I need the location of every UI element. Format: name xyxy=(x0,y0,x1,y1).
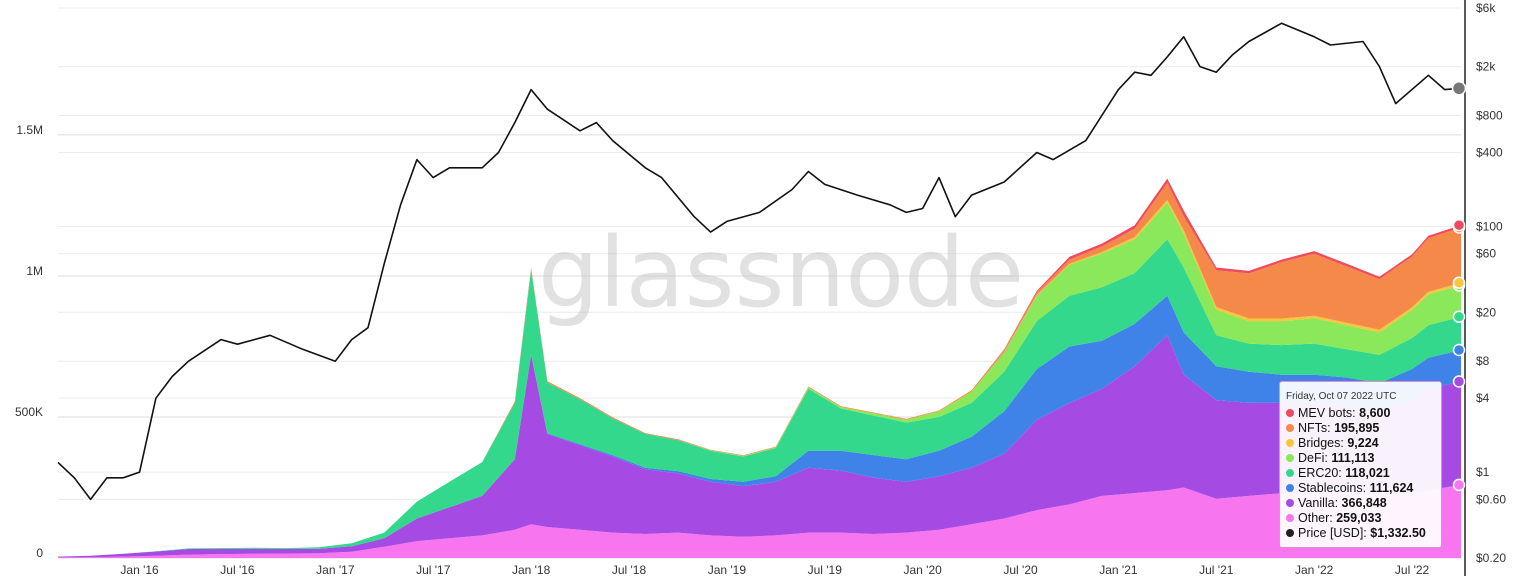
tooltip-row-value: 366,848 xyxy=(1341,496,1387,510)
tooltip-row-value: 111,113 xyxy=(1331,451,1375,465)
tooltip-row: NFTs: 195,895 xyxy=(1286,421,1441,436)
right-axis-tick-7: $100 xyxy=(1476,219,1503,233)
x-axis-tick-6: Jan '19 xyxy=(708,563,747,576)
tooltip-row-label: DeFi: xyxy=(1298,451,1332,465)
tooltip-date: Friday, Oct 07 2022 UTC xyxy=(1286,391,1397,402)
tooltip-row: Bridges: 9,224 xyxy=(1286,436,1441,451)
left-axis-tick-1: 500K xyxy=(15,405,43,419)
series-marker-other xyxy=(1452,478,1466,492)
tooltip-row-label: Price [USD]: xyxy=(1298,526,1371,540)
x-axis-tick-2: Jan '17 xyxy=(316,563,355,576)
right-axis-tick-10: $2k xyxy=(1476,60,1496,74)
tooltip-row-label: Stablecoins: xyxy=(1298,481,1370,495)
marker-layer xyxy=(1451,81,1467,492)
tooltip-row-label: Vanilla: xyxy=(1298,496,1342,510)
x-axis-tick-1: Jul '16 xyxy=(220,563,255,576)
area-series-stablecoins xyxy=(58,295,1461,557)
x-axis-tick-11: Jul '21 xyxy=(1199,563,1234,576)
area-series-erc20 xyxy=(58,239,1461,557)
right-axis-tick-4: $8 xyxy=(1476,354,1490,368)
series-marker-mev-bots xyxy=(1452,218,1466,232)
right-axis-tick-2: $1 xyxy=(1476,465,1490,479)
series-marker-bridges xyxy=(1452,276,1466,290)
series-marker-vanilla xyxy=(1452,375,1466,388)
legend-dot-icon xyxy=(1286,454,1294,462)
tooltip-row-label: Other: xyxy=(1298,511,1337,525)
right-axis-tick-6: $60 xyxy=(1476,247,1496,261)
right-axis-tick-5: $20 xyxy=(1476,305,1496,319)
tooltip-row: Vanilla: 366,848 xyxy=(1286,496,1441,511)
axis-layer: 0 500K 1M 1.5M $0.20 $0.60 $1 $4 $8 $20 $60 $100 $40… xyxy=(15,0,1506,576)
legend-dot-icon xyxy=(1286,469,1294,477)
x-axis-tick-4: Jan '18 xyxy=(512,563,551,576)
area-series-vanilla xyxy=(58,335,1461,558)
x-axis-tick-5: Jul '18 xyxy=(612,563,647,576)
x-axis-tick-9: Jul '20 xyxy=(1003,563,1038,576)
left-axis-tick-0: 0 xyxy=(36,546,43,560)
right-axis-tick-3: $4 xyxy=(1476,391,1490,405)
legend-dot-icon xyxy=(1286,484,1294,492)
legend-dot-icon xyxy=(1286,529,1294,537)
tooltip-row: Stablecoins: 111,624 xyxy=(1286,481,1441,496)
tooltip-row: Price [USD]: $1,332.50 xyxy=(1286,526,1441,541)
x-axis-tick-13: Jul '22 xyxy=(1395,563,1430,576)
tooltip-row: DeFi: 111,113 xyxy=(1286,451,1441,466)
tooltip-row-value: 118,021 xyxy=(1345,466,1390,480)
left-axis-tick-2: 1M xyxy=(26,264,43,278)
legend-dot-icon xyxy=(1286,439,1294,447)
tooltip-row-value: 259,033 xyxy=(1336,511,1382,525)
tooltip-row-label: ERC20: xyxy=(1298,466,1346,480)
price-marker xyxy=(1451,81,1467,96)
legend-dot-icon xyxy=(1286,499,1294,507)
area-layer xyxy=(58,178,1461,558)
right-axis-tick-0: $0.20 xyxy=(1476,551,1506,565)
right-axis-tick-11: $6k xyxy=(1476,1,1496,15)
right-axis-tick-8: $400 xyxy=(1476,145,1503,159)
tooltip-row-value: $1,332.50 xyxy=(1370,526,1426,540)
x-axis-tick-3: Jul '17 xyxy=(416,563,451,576)
watermark-text: glassnode xyxy=(538,217,1024,329)
tooltip-row-value: 111,624 xyxy=(1369,481,1414,495)
left-axis-tick-3: 1.5M xyxy=(16,123,43,137)
x-axis-tick-0: Jan '16 xyxy=(120,563,159,576)
x-axis-tick-10: Jan '21 xyxy=(1099,563,1138,576)
tooltip-row-label: NFTs: xyxy=(1298,421,1335,435)
tooltip-rows: MEV bots: 8,600 NFTs: 195,895 Bridges: 9,2… xyxy=(1286,406,1441,541)
right-axis-tick-1: $0.60 xyxy=(1476,492,1506,506)
price-layer xyxy=(57,22,1462,501)
right-axis-tick-9: $800 xyxy=(1476,108,1503,122)
series-marker-stablecoins xyxy=(1452,343,1466,357)
x-axis-tick-8: Jan '20 xyxy=(903,563,942,576)
tooltip-row: ERC20: 118,021 xyxy=(1286,466,1441,481)
legend-dot-icon xyxy=(1286,409,1294,417)
price-line xyxy=(57,22,1462,501)
tooltip-row-value: 8,600 xyxy=(1359,406,1391,420)
tooltip-row-value: 9,224 xyxy=(1347,436,1379,450)
legend-dot-icon xyxy=(1286,514,1294,522)
x-axis-tick-7: Jul '19 xyxy=(808,563,843,576)
tooltip: Friday, Oct 07 2022 UTC MEV bots: 8,600 N… xyxy=(1279,381,1442,548)
legend-dot-icon xyxy=(1286,424,1294,432)
tooltip-row-value: 195,895 xyxy=(1334,421,1380,435)
tooltip-row-label: MEV bots: xyxy=(1298,406,1360,420)
tooltip-row: Other: 259,033 xyxy=(1286,511,1441,526)
tooltip-row: MEV bots: 8,600 xyxy=(1286,406,1441,421)
x-axis-tick-12: Jan '22 xyxy=(1295,563,1334,576)
area-series-other xyxy=(58,484,1461,558)
tooltip-row-label: Bridges: xyxy=(1298,436,1348,450)
series-marker-erc20 xyxy=(1452,310,1466,323)
